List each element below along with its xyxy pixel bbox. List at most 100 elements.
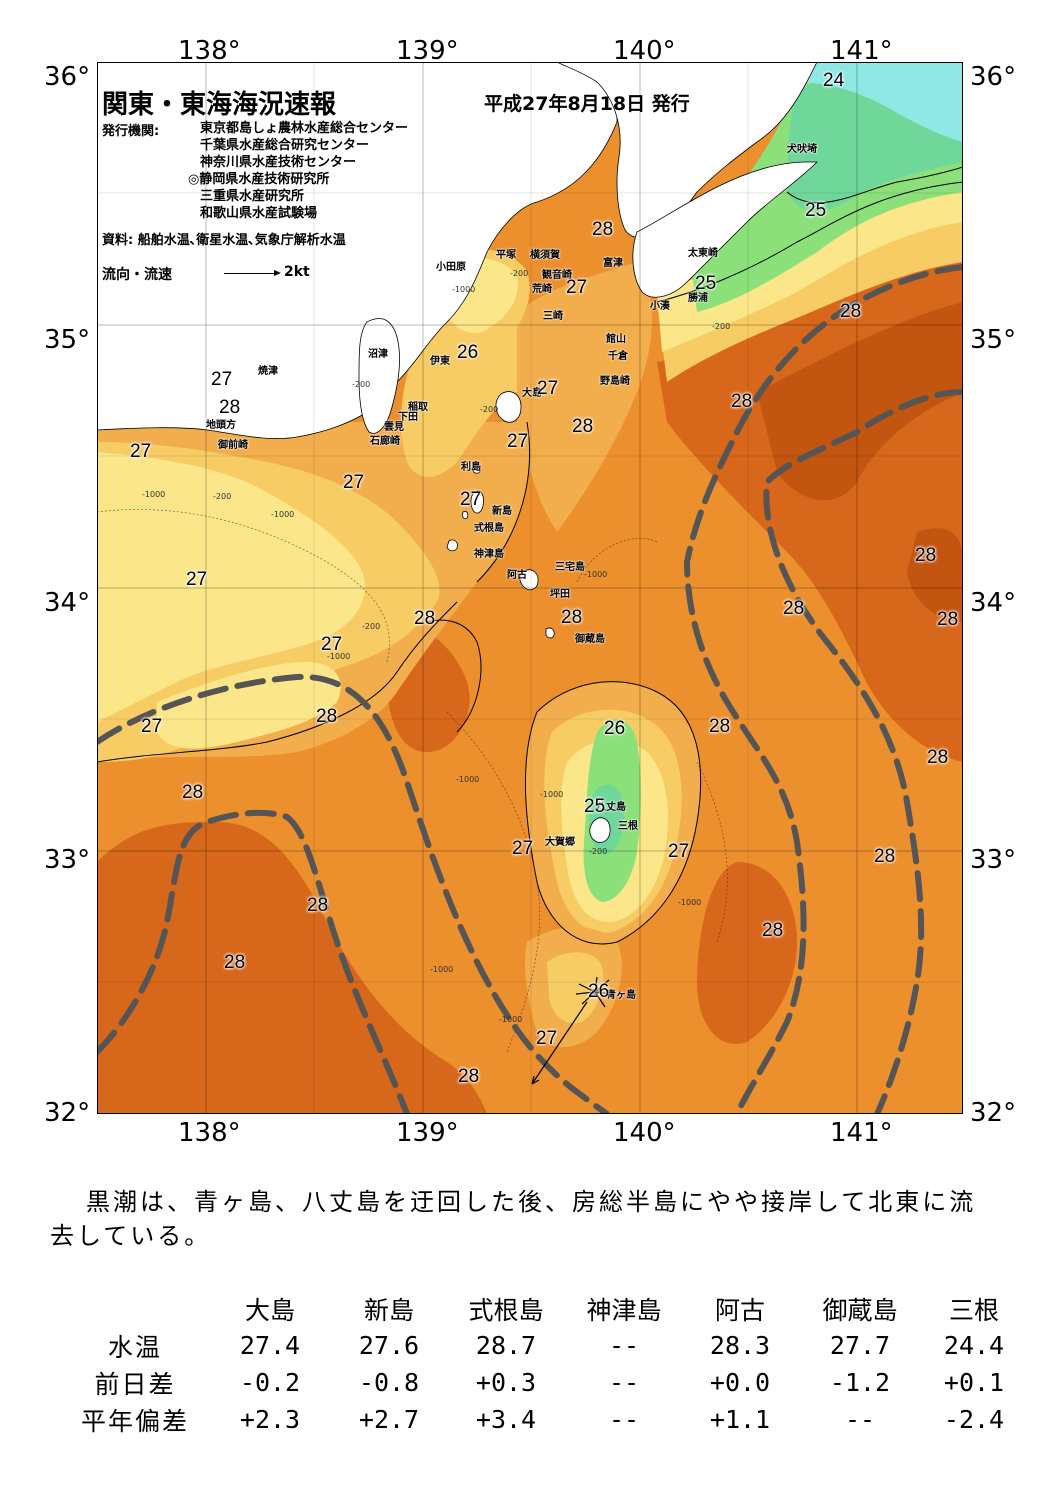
longitude-label: 140° bbox=[613, 36, 676, 66]
place-name: 八丈島 bbox=[596, 802, 626, 813]
organization: 和歌山県水産試験場 bbox=[200, 206, 318, 221]
sea-26-5-zone bbox=[157, 662, 341, 749]
depth-label: -200 bbox=[480, 405, 499, 414]
observation-table: 大島 新島 式根島 神津島 阿古 御蔵島 三根 水温 27.4 27.6 28.… bbox=[60, 1290, 1024, 1438]
place-name: 石廊崎 bbox=[370, 436, 400, 447]
place-name: 三宅島 bbox=[555, 562, 585, 573]
table-cell: +0.0 bbox=[709, 1368, 771, 1397]
map-title: 関東・東海海況速報 bbox=[102, 90, 337, 120]
longitude-label: 138° bbox=[178, 1118, 241, 1148]
table-cell: 27.7 bbox=[829, 1331, 891, 1360]
table-cell: -0.2 bbox=[239, 1368, 301, 1397]
table-cell: -2.4 bbox=[943, 1405, 1005, 1434]
isotherm-label: 28 bbox=[937, 609, 959, 630]
isotherm-label: 26 bbox=[588, 981, 610, 1002]
row-label: 平年偏差 bbox=[80, 1406, 189, 1436]
legend-label: 流向・流速 bbox=[102, 267, 172, 283]
sea-26-5-zone bbox=[97, 452, 366, 722]
depth-label: -1000 bbox=[499, 1015, 523, 1024]
place-name: 雲見 bbox=[384, 422, 404, 433]
island-miyakejima bbox=[519, 569, 539, 591]
legend-scale: 2kt bbox=[284, 264, 310, 280]
place-name: 青ヶ島 bbox=[606, 990, 636, 1001]
table-cell: 27.6 bbox=[358, 1331, 420, 1360]
column-header: 式根島 bbox=[468, 1295, 544, 1325]
sea-temperature-map bbox=[97, 62, 963, 1114]
isotherm-label: 28 bbox=[307, 895, 329, 916]
row-label: 前日差 bbox=[94, 1369, 176, 1399]
table-corner bbox=[60, 1290, 210, 1327]
isotherm-label: 25 bbox=[805, 200, 827, 221]
isotherm-label: 27 bbox=[507, 431, 529, 452]
isotherm-label: 28 bbox=[840, 301, 862, 322]
sea-24-zone bbox=[787, 62, 963, 142]
isotherm-label: 28 bbox=[783, 598, 805, 619]
organization: 東京都島しょ農林水産総合センター bbox=[200, 121, 409, 136]
latitude-label: 34° bbox=[44, 588, 91, 618]
table-cell: 27.4 bbox=[239, 1331, 301, 1360]
table-row: 平年偏差 +2.3 +2.7 +3.4 -- +1.1 -- -2.4 bbox=[60, 1401, 1024, 1438]
table-cell: +0.1 bbox=[943, 1368, 1005, 1397]
depth-label: -200 bbox=[510, 269, 529, 278]
island-toshima bbox=[472, 464, 481, 474]
current-legend: 流向・流速 2kt bbox=[102, 264, 310, 284]
place-name: 神津島 bbox=[474, 549, 504, 560]
isotherm-label: 26 bbox=[457, 342, 479, 363]
island-shikinejima bbox=[462, 511, 469, 520]
latitude-label: 33° bbox=[44, 845, 91, 875]
latitude-label: 32° bbox=[44, 1098, 91, 1128]
latitude-label: 36° bbox=[970, 62, 1017, 92]
isotherm-label: 24 bbox=[823, 70, 845, 91]
place-name: 野島崎 bbox=[600, 376, 630, 387]
place-name: 御前崎 bbox=[218, 440, 248, 451]
isotherm-label: 25 bbox=[695, 273, 717, 294]
isotherm-label: 28 bbox=[874, 846, 896, 867]
depth-label: -1000 bbox=[142, 490, 166, 499]
column-header: 神津島 bbox=[586, 1295, 662, 1325]
place-name: 勝浦 bbox=[688, 293, 708, 304]
longitude-label: 140° bbox=[613, 1118, 676, 1148]
place-name: 利島 bbox=[461, 462, 481, 473]
depth-label: -200 bbox=[712, 322, 731, 331]
latitude-label: 33° bbox=[970, 845, 1017, 875]
depth-label: -1000 bbox=[452, 285, 476, 294]
legend-arrow-icon bbox=[224, 270, 281, 276]
latitude-label: 32° bbox=[970, 1098, 1017, 1128]
isotherm-label: 28 bbox=[224, 952, 246, 973]
place-name: 坪田 bbox=[550, 589, 570, 600]
isotherm-label: 25 bbox=[584, 796, 606, 817]
isotherms bbox=[97, 166, 963, 945]
isotherm-label: 26 bbox=[604, 718, 626, 739]
isotherm-label: 28 bbox=[731, 391, 753, 412]
longitude-label: 139° bbox=[396, 1118, 459, 1148]
isotherm-label: 28 bbox=[915, 545, 937, 566]
isotherm-label: 27 bbox=[321, 634, 343, 655]
place-name: 平塚 bbox=[496, 250, 516, 261]
isotherm-label: 28 bbox=[414, 608, 436, 629]
isotherm-label: 28 bbox=[709, 716, 731, 737]
sea-27-zone bbox=[517, 262, 652, 532]
longitude-label: 138° bbox=[178, 36, 241, 66]
isotherm-label: 28 bbox=[219, 397, 241, 418]
current-vectors-cluster bbox=[575, 976, 614, 1008]
depth-label: -1000 bbox=[540, 790, 564, 799]
table-cell: -- bbox=[608, 1368, 640, 1397]
sea-27-zone bbox=[547, 952, 604, 1024]
table-cell: -1.2 bbox=[829, 1368, 891, 1397]
isotherm-label: 28 bbox=[561, 607, 583, 628]
table-cell: +3.4 bbox=[475, 1405, 537, 1434]
isotherm-label: 27 bbox=[512, 838, 534, 859]
sea-29-zone bbox=[697, 862, 797, 1044]
island-hachijojima bbox=[589, 817, 611, 843]
table-cell: +0.3 bbox=[475, 1368, 537, 1397]
column-header: 三根 bbox=[948, 1295, 999, 1325]
place-name: 館山 bbox=[606, 334, 626, 345]
place-name: 稲取 bbox=[408, 402, 428, 413]
data-source: 資料: 船舶水温､衛星水温､気象庁解析水温 bbox=[102, 233, 346, 248]
current-arrow bbox=[531, 976, 614, 1085]
place-name: 地頭方 bbox=[206, 420, 236, 431]
place-name: 下田 bbox=[398, 412, 418, 423]
table-header-row: 大島 新島 式根島 神津島 阿古 御蔵島 三根 bbox=[60, 1290, 1024, 1327]
table-cell: -- bbox=[844, 1405, 876, 1434]
organization: 千葉県水産総合研究センター bbox=[200, 138, 370, 153]
